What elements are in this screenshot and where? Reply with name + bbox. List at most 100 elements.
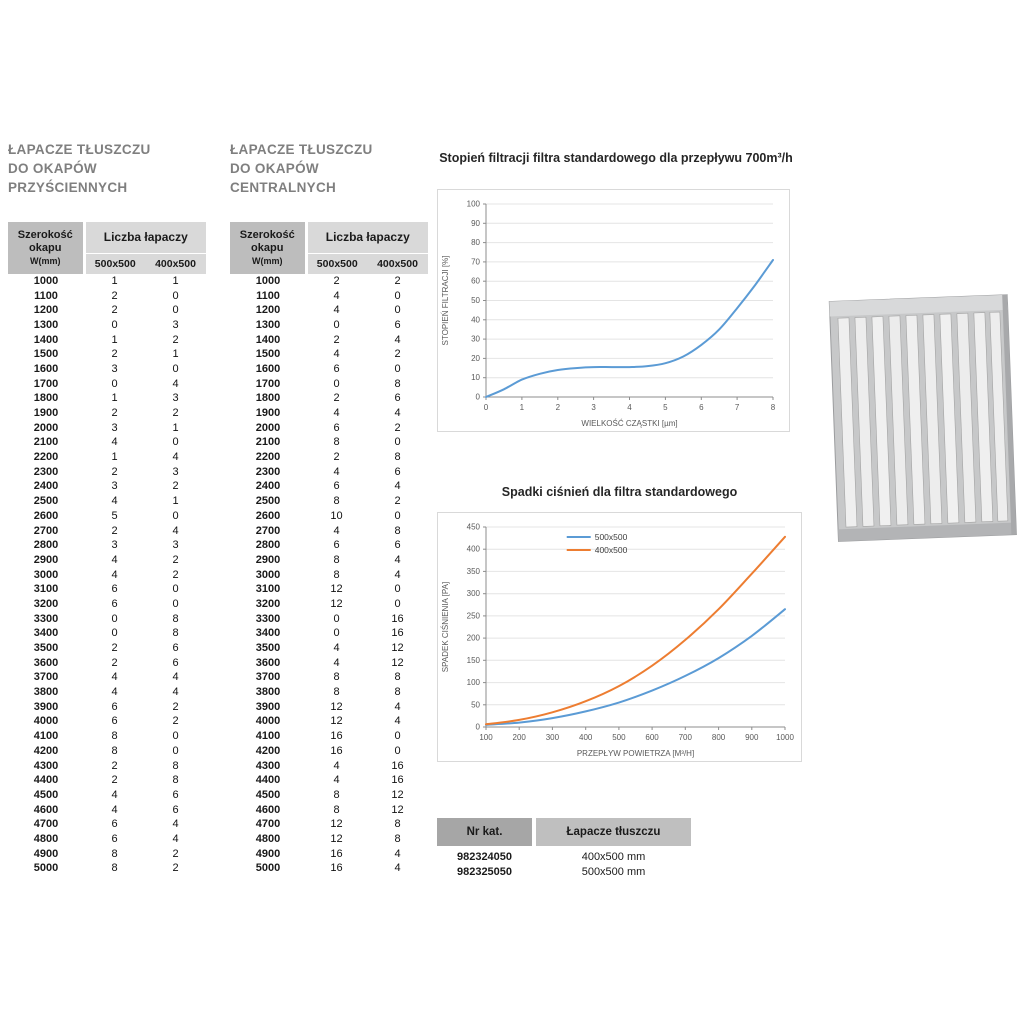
hood-width-value: 2600 [255,509,281,522]
x-axis-label: WIELKOŚĆ CZĄSTKI [µm] [581,419,677,428]
hood-width-value: 4900 [33,847,59,860]
svg-text:1: 1 [520,403,525,412]
table-row: 3300 0 8 [8,612,206,627]
table-row: 1800 2 6 [230,392,428,407]
hood-width-value: 2400 [33,480,59,493]
trap-count-value: 4 [394,333,401,346]
trap-count-value: 4 [111,788,118,801]
trap-count-value: 8 [172,627,179,640]
trap-count-value: 4 [172,671,179,684]
trap-count-value: 6 [333,421,340,434]
hood-width-value: 1800 [33,392,59,405]
table-row: 4500 4 6 [8,788,206,803]
trap-count-value: 0 [394,509,401,522]
legend-label: 400x500 [595,545,628,555]
trap-count-value: 1 [111,274,118,287]
hood-width-value: 3400 [255,627,281,640]
trap-count-value: 12 [330,818,343,831]
table-row: 2100 4 0 [8,436,206,451]
table-block-wall-hoods: ŁAPACZE TŁUSZCZU DO OKAPÓW PRZYŚCIENNYCH… [8,140,207,877]
table-row: 1200 4 0 [230,303,428,318]
hood-width-value: 4700 [33,818,59,831]
catalog-row: 982325050 500x500 mm [437,865,693,880]
trap-count-value: 4 [111,671,118,684]
trap-count-value: 4 [111,568,118,581]
col-header-size-500x500: 500x500 [304,253,367,274]
title-line: ŁAPACZE TŁUSZCZU [230,142,373,157]
trap-count-value: 3 [111,539,118,552]
table-row: 4600 4 6 [8,803,206,818]
svg-text:400: 400 [467,545,481,554]
table-row: 2900 8 4 [230,553,428,568]
trap-count-value: 12 [330,583,343,596]
svg-text:80: 80 [471,238,480,247]
trap-count-value: 8 [394,377,401,390]
hood-width-value: 1300 [33,318,59,331]
svg-text:50: 50 [471,296,480,305]
trap-count-value: 8 [333,788,340,801]
table-row: 3300 0 16 [230,612,428,627]
hood-width-value: 1300 [255,318,281,331]
table-row: 5000 8 2 [8,862,206,877]
trap-count-value: 4 [111,686,118,699]
table-row: 2300 4 6 [230,465,428,480]
catalog-row: 982324050 400x500 mm [437,850,693,865]
x-axis-label: PRZEPŁYW POWIETRZA [M³/H] [577,749,694,758]
filtration-chart: 0 10 20 30 40 50 60 70 80 90 100 0 1 2 3 4 5 6 7 8 WIELKOŚĆ … [441,200,776,429]
trap-count-value: 2 [394,274,401,287]
table-row: 2100 8 0 [230,436,428,451]
hood-width-value: 2400 [255,480,281,493]
trap-count-value: 2 [111,656,118,669]
svg-text:100: 100 [479,733,493,742]
hood-width-value: 2000 [255,421,281,434]
trap-count-value: 6 [394,392,401,405]
trap-count-value: 12 [330,700,343,713]
series-line-400x500 [485,535,786,726]
table-row: 2300 2 3 [8,465,206,480]
trap-count-value: 0 [333,627,340,640]
trap-count-value: 4 [333,642,340,655]
table-row: 1100 4 0 [230,289,428,304]
table-row: 4000 12 4 [230,715,428,730]
table-row: 3800 4 4 [8,685,206,700]
hood-width-value: 1600 [33,362,59,375]
hood-width-value: 3700 [255,671,281,684]
hood-width-value: 4600 [255,803,281,816]
trap-count-value: 2 [111,774,118,787]
table-row: 4100 16 0 [230,729,428,744]
trap-count-value: 2 [172,700,179,713]
table-row: 2700 4 8 [230,524,428,539]
header-text: okapu [251,241,284,254]
catalog-size: 400x500 mm [581,851,646,863]
hood-width-value: 2500 [255,495,281,508]
svg-text:0: 0 [476,393,481,402]
hood-width-value: 3500 [33,642,59,655]
trap-count-value: 0 [111,627,118,640]
trap-count-value: 5 [111,509,118,522]
table-row: 4300 2 8 [8,759,206,774]
trap-count-value: 4 [172,832,179,845]
col-header-trap-count: Liczba łapaczy [82,222,207,254]
table-title-wall-hoods: ŁAPACZE TŁUSZCZU DO OKAPÓW PRZYŚCIENNYCH [8,140,206,197]
trap-count-value: 4 [394,862,401,875]
trap-count-value: 6 [111,700,118,713]
trap-count-value: 3 [172,318,179,331]
trap-count-value: 0 [394,362,401,375]
trap-count-value: 0 [394,730,401,743]
trap-count-value: 16 [330,730,343,743]
table-row: 2700 2 4 [8,524,206,539]
hood-width-value: 2800 [255,539,281,552]
hood-width-value: 2900 [33,553,59,566]
svg-text:900: 900 [745,733,759,742]
trap-count-value: 3 [172,539,179,552]
trap-count-value: 8 [394,671,401,684]
trap-count-value: 2 [172,553,179,566]
svg-text:100: 100 [467,200,481,209]
hood-width-value: 2200 [33,451,59,464]
trap-count-value: 6 [394,539,401,552]
table-row: 2800 6 6 [230,538,428,553]
trap-count-value: 0 [394,583,401,596]
trap-count-value: 2 [172,862,179,875]
table-row: 3200 6 0 [8,597,206,612]
svg-text:600: 600 [645,733,659,742]
